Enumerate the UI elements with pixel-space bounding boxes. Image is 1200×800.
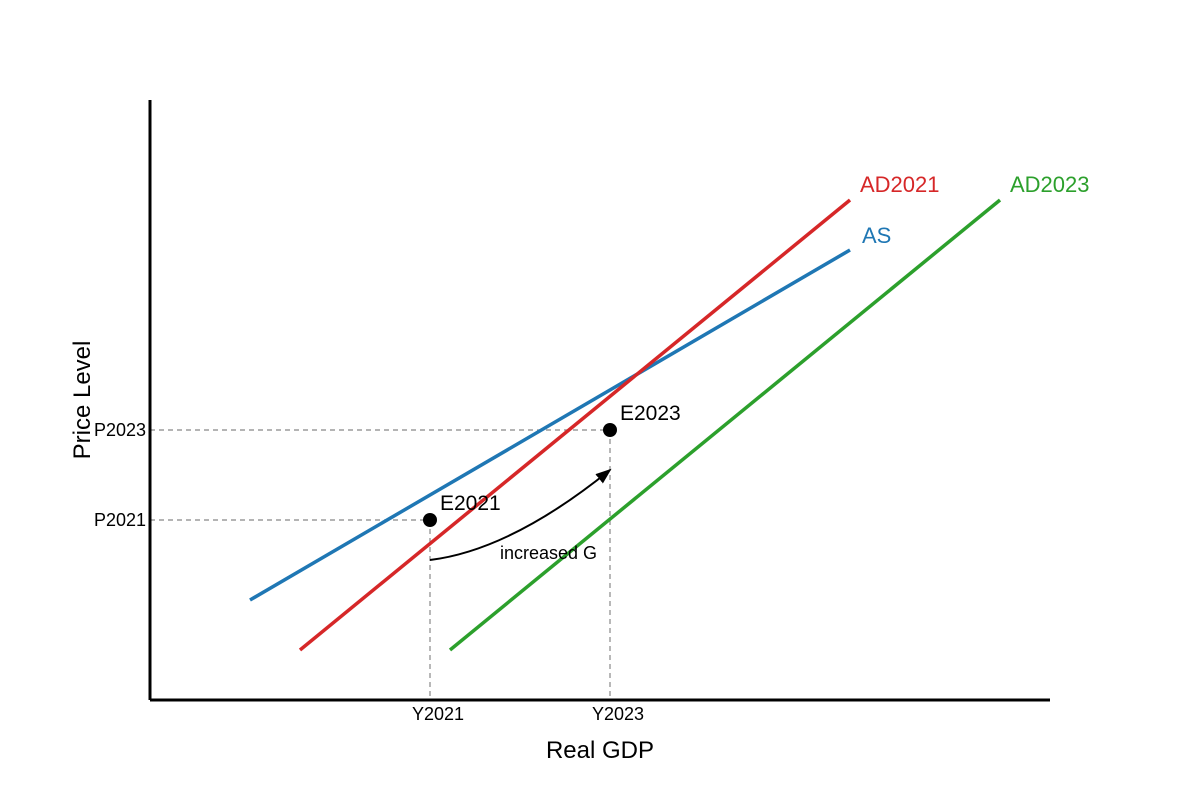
guide-lines (150, 429, 611, 700)
point-label-e2021: E2021 (440, 492, 501, 515)
equilibrium-points (423, 423, 617, 527)
curve-label-ad2021: AD2021 (860, 172, 940, 197)
curve-label-ad2023: AD2023 (1010, 172, 1090, 197)
annotations (429, 468, 612, 561)
curve-ad2023 (448, 198, 1002, 652)
curve-as (249, 248, 851, 602)
curves (249, 198, 1002, 652)
point-e2023 (603, 423, 617, 437)
labels: Real GDP Price Level P2021 Y2021 P2023 Y202… (69, 172, 1090, 764)
x-axis-title: Real GDP (546, 737, 654, 764)
curve-label-as: AS (862, 223, 891, 248)
y-axis-title: Price Level (69, 341, 96, 460)
axes (148, 100, 1050, 702)
y-tick-label-p2023: P2023 (94, 420, 146, 440)
y-tick-label-p2021: P2021 (94, 510, 146, 530)
curve-ad2021 (298, 198, 852, 652)
point-label-e2023: E2023 (620, 402, 681, 425)
annotation-arrow (429, 468, 612, 561)
annotation-label: increased G (500, 543, 597, 563)
x-tick-label-y2023: Y2023 (592, 704, 644, 724)
x-tick-label-y2021: Y2021 (412, 704, 464, 724)
point-e2021 (423, 513, 437, 527)
